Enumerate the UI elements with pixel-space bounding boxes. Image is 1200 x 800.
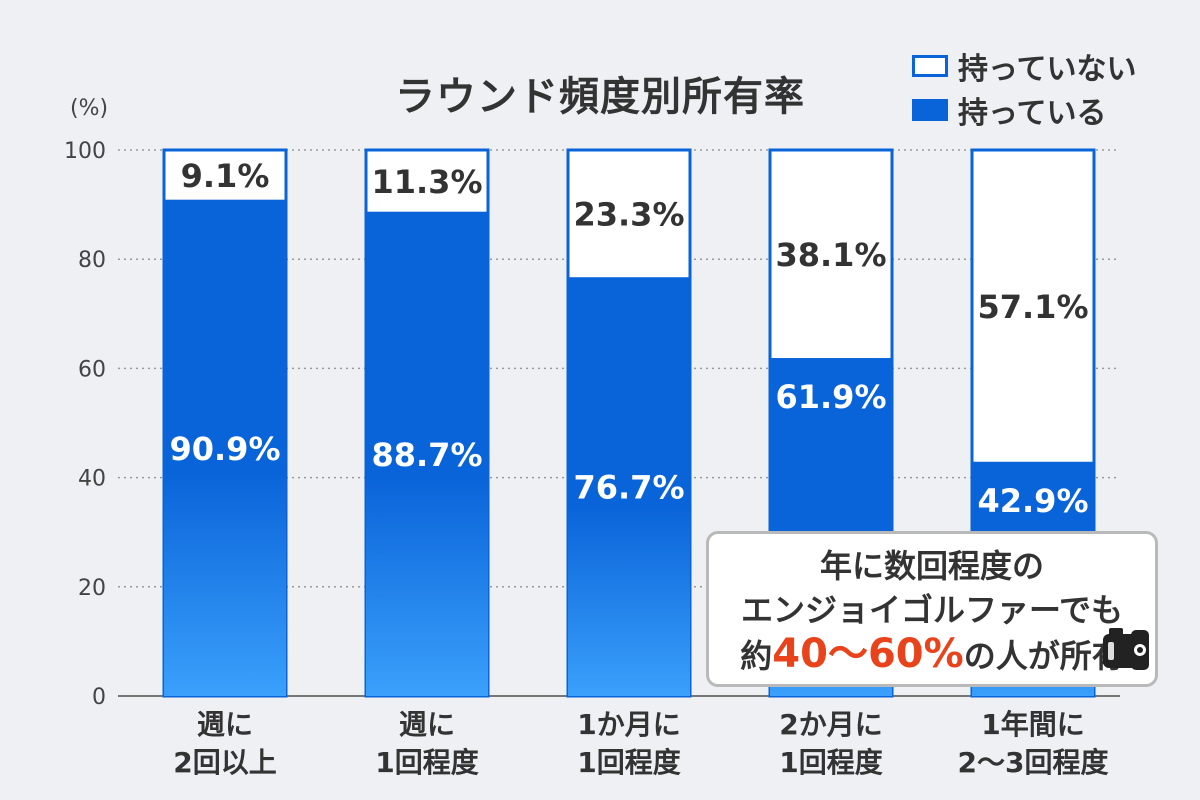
callout-prefix: 約 [740, 637, 773, 675]
data-label-not-owned: 9.1% [181, 157, 270, 195]
bar-owned [568, 277, 690, 696]
y-axis-ticks: 0 20 40 60 80 100 [64, 139, 106, 710]
legend-swatch-not-owned [912, 55, 948, 77]
callout-suffix: の人が所有 [963, 637, 1124, 675]
callout-line-1: 年に数回程度の [819, 547, 1044, 585]
x-tick-label: 2回以上 [173, 746, 276, 779]
x-tick-label: 週に [399, 708, 455, 741]
data-label-not-owned: 11.3% [371, 163, 482, 201]
data-label-owned: 76.7% [573, 469, 684, 507]
data-label-owned: 42.9% [977, 482, 1088, 520]
legend: 持っていない 持っている [912, 44, 1137, 132]
legend-item-owned: 持っている [912, 88, 1137, 132]
y-tick-label: 60 [78, 357, 106, 382]
legend-label-owned: 持っている [958, 96, 1107, 131]
data-label-owned: 90.9% [169, 430, 280, 468]
callout-box: 年に数回程度の エンジョイゴルファーでも 約40〜60%の人が所有 [706, 531, 1158, 687]
callout-line-2: エンジョイゴルファーでも [740, 591, 1124, 629]
y-tick-label: 40 [78, 467, 106, 492]
data-label-not-owned: 38.1% [775, 236, 886, 274]
rangefinder-icon [1103, 628, 1149, 670]
x-tick-label: 週に [197, 708, 253, 741]
x-tick-label: 1年間に [981, 708, 1084, 741]
x-tick-label: 1回程度 [375, 746, 478, 779]
legend-label-not-owned: 持っていない [958, 52, 1137, 87]
y-tick-label: 0 [92, 685, 106, 710]
data-label-owned: 88.7% [371, 436, 482, 474]
y-tick-label: 80 [78, 248, 106, 273]
x-tick-label: 1か月に [577, 708, 680, 741]
legend-item-not-owned: 持っていない [912, 44, 1137, 88]
y-axis-unit: (%) [70, 96, 109, 121]
x-tick-label: 2〜3回程度 [958, 746, 1109, 779]
callout-highlight: 40〜60% [772, 631, 964, 677]
chart-title: ラウンド頻度別所有率 [395, 74, 805, 120]
data-label-not-owned: 23.3% [573, 196, 684, 234]
bar-owned [164, 199, 286, 696]
data-label-owned: 61.9% [775, 378, 886, 416]
x-tick-label: 1回程度 [577, 746, 680, 779]
y-tick-label: 100 [64, 139, 106, 164]
x-tick-label: 1回程度 [779, 746, 882, 779]
x-axis-labels: 週に 2回以上 週に 1回程度 1か月に 1回程度 2か月に 1回程度 1年間に 2〜3回程度 [173, 708, 1108, 779]
y-tick-label: 20 [78, 576, 106, 601]
bar-owned [366, 211, 488, 696]
callout-line-3: 約40〜60%の人が所有 [709, 632, 1155, 678]
data-label-not-owned: 57.1% [977, 288, 1088, 326]
x-tick-label: 2か月に [779, 708, 882, 741]
legend-swatch-owned [912, 99, 948, 121]
